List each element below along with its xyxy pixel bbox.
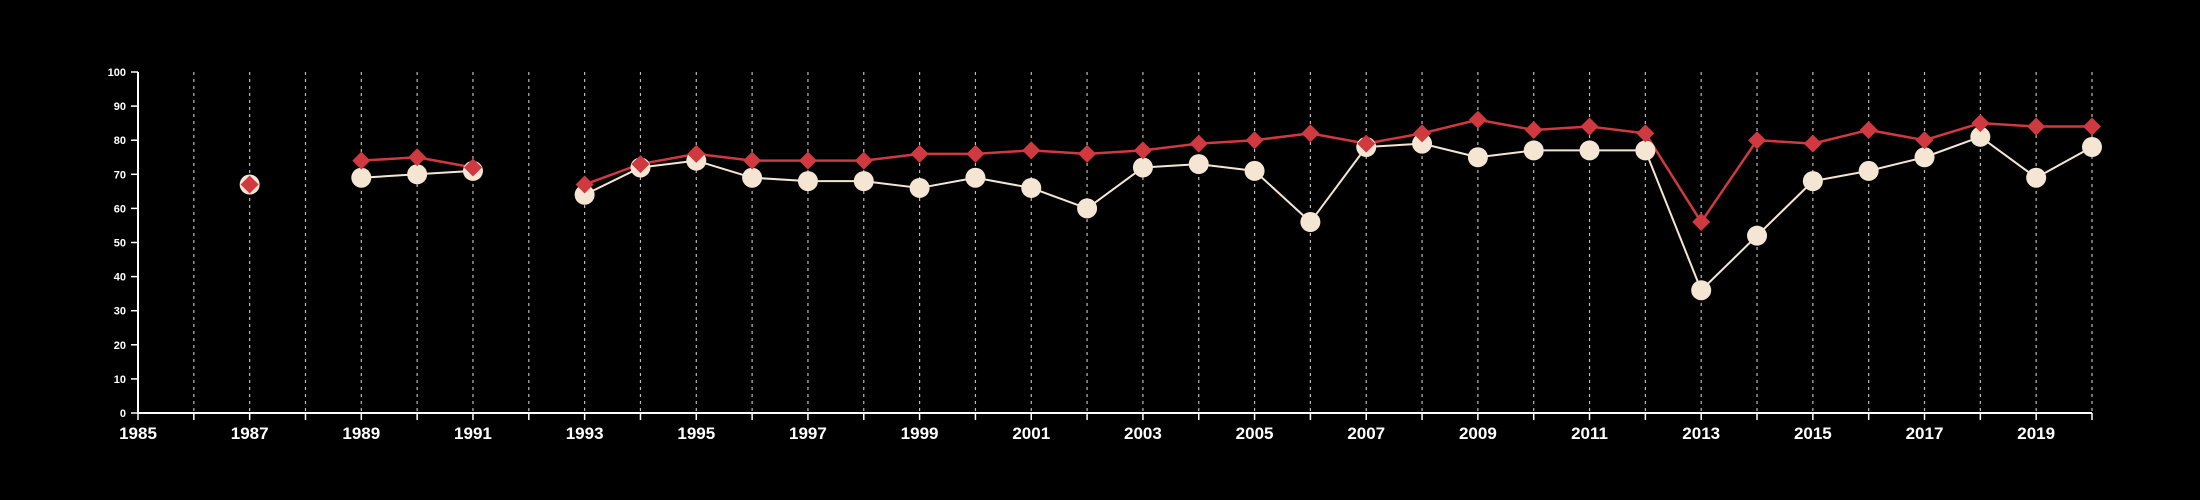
x-tick-label: 2013: [1682, 424, 1720, 443]
circle-marker: [1467, 147, 1488, 168]
diamond-marker: [463, 158, 482, 177]
x-tick-label: 1985: [119, 424, 157, 443]
diamond-marker: [1133, 141, 1152, 160]
circle-marker: [1244, 160, 1265, 181]
x-tick-label: 1991: [454, 424, 492, 443]
diamond-marker: [1357, 134, 1376, 153]
x-tick-label: 2001: [1012, 424, 1050, 443]
circle-marker: [742, 167, 763, 188]
circle-marker: [2026, 167, 2047, 188]
y-tick-label: 10: [114, 374, 126, 386]
circle-marker: [1858, 160, 1879, 181]
circle-marker: [1691, 280, 1712, 301]
diamond-marker: [1245, 131, 1264, 150]
y-tick-label: 70: [114, 169, 126, 181]
y-tick-label: 30: [114, 306, 126, 318]
circle-marker: [909, 177, 930, 198]
diamond-marker: [798, 151, 817, 170]
circle-marker: [1914, 147, 1935, 168]
circle-marker: [965, 167, 986, 188]
diamond-marker: [1189, 134, 1208, 153]
grid-lines: [193, 72, 2093, 413]
y-tick-label: 90: [114, 101, 126, 113]
circle-marker: [1412, 133, 1433, 154]
diamond-marker: [687, 144, 706, 163]
y-tick-label: 60: [114, 203, 126, 215]
x-tick-label: 2011: [1571, 424, 1608, 443]
diamond-marker: [1580, 117, 1599, 136]
circle-marker: [351, 167, 372, 188]
circle-marker: [797, 171, 818, 192]
diamond-marker: [910, 144, 929, 163]
circle-marker: [1077, 198, 1098, 219]
circle-marker: [1188, 154, 1209, 175]
diamond-marker: [1413, 124, 1432, 143]
diamond-marker: [1078, 144, 1097, 163]
diamond-marker: [1915, 131, 1934, 150]
y-tick-label: 20: [114, 340, 126, 352]
x-tick-label: 1997: [789, 424, 827, 443]
circle-marker: [1300, 212, 1321, 233]
diamond-marker: [352, 151, 371, 170]
diamond-marker: [408, 148, 427, 167]
diamond-marker: [1468, 110, 1487, 129]
x-tick-label: 1995: [677, 424, 715, 443]
diamond-marker: [743, 151, 762, 170]
circle-marker: [1747, 225, 1768, 246]
diamond-marker: [1859, 120, 1878, 139]
diamond-marker: [854, 151, 873, 170]
y-tick-label: 0: [120, 408, 126, 420]
diamond-marker: [1803, 134, 1822, 153]
diamond-marker: [575, 175, 594, 194]
circle-marker: [1802, 171, 1823, 192]
axes: 0 10 20 30 40 50 60 70 80 90 100 1985 1987 1989 1991 19…: [108, 67, 2093, 443]
diamond-marker: [1636, 124, 1655, 143]
x-tick-label: 1993: [566, 424, 604, 443]
diamond-marker: [1748, 131, 1767, 150]
circle-marker: [1970, 126, 1991, 147]
circle-marker: [1635, 140, 1656, 161]
circle-marker: [1579, 140, 1600, 161]
series-line-circle: [584, 135, 2093, 292]
circle-marker: [1523, 140, 1544, 161]
diamond-marker: [240, 175, 259, 194]
x-tick-label: 1999: [901, 424, 939, 443]
diamond-marker: [1971, 114, 1990, 133]
diamond-marker: [1692, 213, 1711, 232]
x-tick-label: 2017: [1906, 424, 1944, 443]
data-markers: [239, 110, 2102, 301]
circle-marker: [853, 171, 874, 192]
y-tick-label: 50: [114, 238, 126, 250]
diamond-marker: [2027, 117, 2046, 136]
x-tick-label: 1989: [342, 424, 380, 443]
circle-marker: [1132, 157, 1153, 178]
x-tick-label: 1987: [231, 424, 269, 443]
diamond-marker: [2083, 117, 2101, 136]
x-tick-label: 2009: [1459, 424, 1497, 443]
x-tick-label: 2015: [1794, 424, 1832, 443]
y-tick-label: 100: [108, 67, 126, 79]
diamond-marker: [1524, 120, 1543, 139]
x-tick-label: 2007: [1347, 424, 1385, 443]
diamond-marker: [966, 144, 985, 163]
y-tick-label: 40: [114, 272, 126, 284]
x-tick-label: 2005: [1236, 424, 1274, 443]
x-tick-label: 2003: [1124, 424, 1162, 443]
series-line-diamond: [584, 118, 2092, 224]
y-tick-label: 80: [114, 135, 126, 147]
diamond-marker: [1022, 141, 1041, 160]
series-lines: [361, 118, 2093, 292]
circle-marker: [407, 164, 428, 185]
x-tick-label: 2019: [2017, 424, 2055, 443]
circle-marker: [2082, 137, 2102, 158]
circle-marker: [574, 184, 595, 205]
diamond-marker: [1301, 124, 1320, 143]
circle-marker: [1021, 177, 1042, 198]
diamond-marker: [631, 155, 650, 174]
